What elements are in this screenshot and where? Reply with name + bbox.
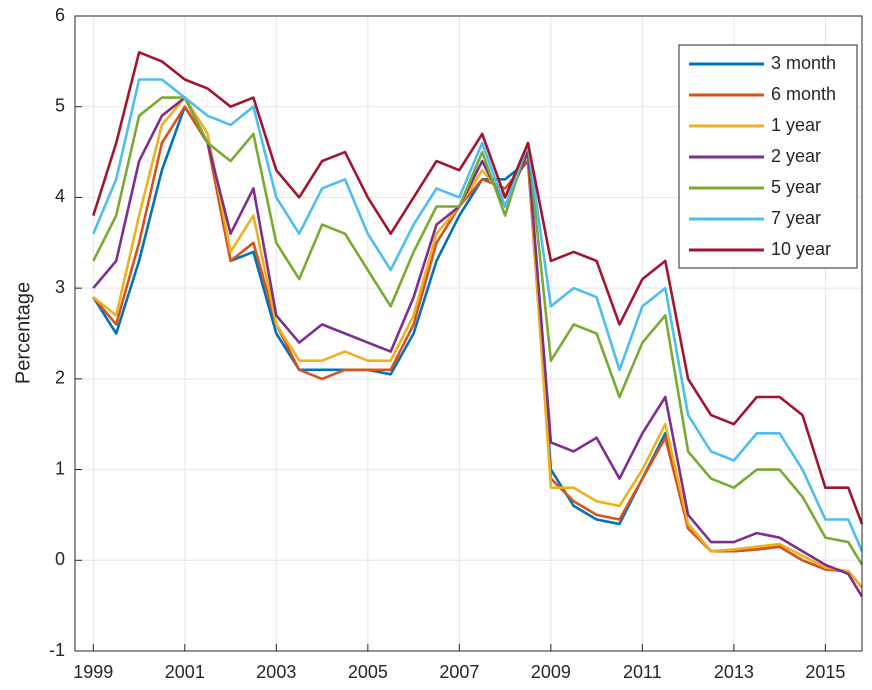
x-tick-label: 2003	[256, 662, 296, 682]
y-tick-label: 6	[55, 5, 65, 25]
legend-label: 6 month	[771, 84, 836, 104]
y-tick-label: 2	[55, 368, 65, 388]
y-tick-label: 0	[55, 549, 65, 569]
y-tick-label: 1	[55, 458, 65, 478]
x-tick-label: 2007	[439, 662, 479, 682]
legend-label: 2 year	[771, 146, 821, 166]
y-axis-label: Percentage	[12, 282, 34, 384]
legend-label: 7 year	[771, 208, 821, 228]
legend-label: 3 month	[771, 53, 836, 73]
lines	[92, 51, 864, 598]
axes-box	[74, 15, 863, 652]
series-line	[92, 96, 864, 566]
x-tick-label: 2013	[714, 662, 754, 682]
x-tick-label: 2015	[805, 662, 845, 682]
x-tick-label: 2001	[165, 662, 205, 682]
y-tick-label: 5	[55, 95, 65, 115]
x-tick-label: 2005	[348, 662, 388, 682]
legend-label: 5 year	[771, 177, 821, 197]
x-tick-label: 1999	[73, 662, 113, 682]
x-tick-label: 2011	[623, 662, 662, 682]
y-tick-label: 3	[55, 277, 65, 297]
series-line	[92, 96, 864, 598]
series-line	[92, 105, 863, 589]
series-line	[92, 96, 863, 589]
y-tick-label: -1	[49, 640, 65, 660]
series-line	[92, 78, 864, 552]
series-line	[92, 51, 864, 525]
legend-label: 10 year	[771, 239, 831, 259]
y-tick-label: 4	[55, 186, 65, 206]
legend: 3 month 6 month 1 year 2 year 5 year 7 year 10…	[678, 44, 858, 269]
x-tick-label: 2009	[531, 662, 571, 682]
legend-label: 1 year	[771, 115, 821, 135]
ticks: -1 0 1 2 3 4 5 6 1999 2001 2003 2005 2007 2009 2011 201…	[49, 5, 845, 682]
